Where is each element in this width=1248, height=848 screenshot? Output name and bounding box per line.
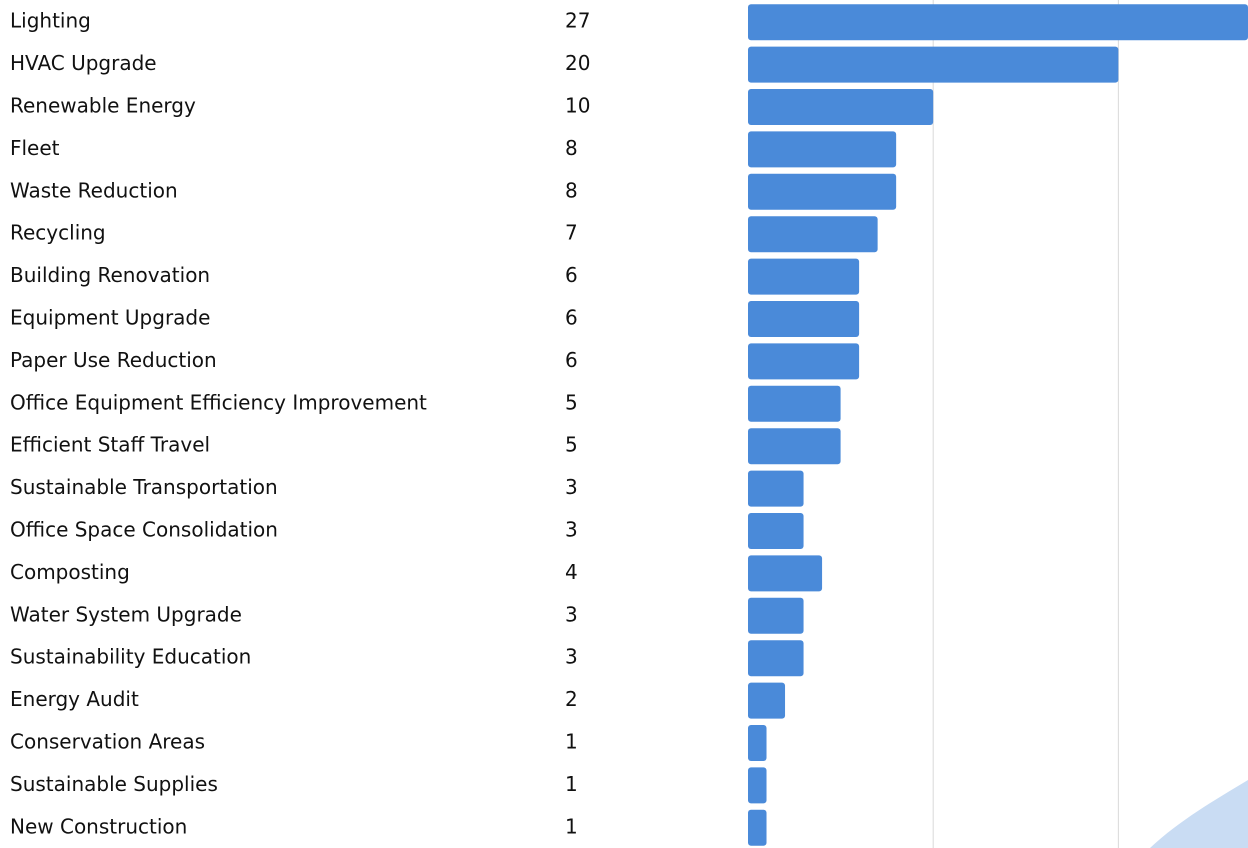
- bar: [748, 428, 841, 465]
- value-label: 27: [565, 9, 590, 33]
- bar: [748, 470, 804, 507]
- value-label: 3: [565, 518, 578, 542]
- bar: [748, 725, 767, 761]
- bar: [748, 767, 767, 804]
- bar: [748, 89, 934, 125]
- bar: [748, 343, 860, 380]
- bar: [748, 131, 897, 168]
- decoration: [1150, 780, 1248, 848]
- category-label: Renewable Energy: [10, 94, 196, 118]
- category-label: Efficient Staff Travel: [10, 433, 210, 457]
- value-label: 3: [565, 645, 578, 669]
- value-label: 6: [565, 306, 578, 330]
- category-label: Building Renovation: [10, 263, 210, 287]
- category-label: Sustainable Transportation: [10, 475, 278, 499]
- category-label: Water System Upgrade: [10, 602, 242, 626]
- bar: [748, 513, 804, 549]
- category-label: Equipment Upgrade: [10, 306, 210, 330]
- category-label: Energy Audit: [10, 687, 139, 711]
- category-label: New Construction: [10, 814, 187, 838]
- category-label: Fleet: [10, 136, 60, 160]
- value-label: 4: [565, 560, 578, 584]
- value-label: 1: [565, 730, 578, 754]
- category-label: Conservation Areas: [10, 730, 205, 754]
- bar: [748, 46, 1119, 83]
- bar: [748, 809, 767, 846]
- value-label: 20: [565, 51, 590, 75]
- bar: [748, 301, 860, 337]
- value-label: 1: [565, 772, 578, 796]
- value-label: 3: [565, 475, 578, 499]
- value-label: 8: [565, 136, 578, 160]
- value-label: 8: [565, 178, 578, 202]
- bar: [748, 385, 841, 422]
- bar: [748, 597, 804, 634]
- value-label: 5: [565, 433, 578, 457]
- category-label: Office Space Consolidation: [10, 518, 278, 542]
- bar: [748, 216, 878, 253]
- bar: [748, 258, 860, 295]
- category-label: Lighting: [10, 9, 91, 33]
- category-label: Recycling: [10, 221, 106, 245]
- value-label: 7: [565, 221, 578, 245]
- category-label: Office Equipment Efficiency Improvement: [10, 390, 427, 414]
- value-label: 2: [565, 687, 578, 711]
- value-label: 3: [565, 602, 578, 626]
- bar: [748, 640, 804, 677]
- category-label: Sustainable Supplies: [10, 772, 218, 796]
- value-label: 6: [565, 263, 578, 287]
- value-label: 6: [565, 348, 578, 372]
- category-label: Composting: [10, 560, 130, 584]
- bar: [748, 555, 823, 592]
- bar: [748, 173, 897, 210]
- category-label: Paper Use Reduction: [10, 348, 217, 372]
- bar: [748, 4, 1248, 41]
- value-label: 5: [565, 390, 578, 414]
- category-label: HVAC Upgrade: [10, 51, 157, 75]
- category-label: Sustainability Education: [10, 645, 251, 669]
- value-label: 10: [565, 94, 590, 118]
- value-label: 1: [565, 814, 578, 838]
- bar: [748, 682, 786, 719]
- category-label: Waste Reduction: [10, 178, 178, 202]
